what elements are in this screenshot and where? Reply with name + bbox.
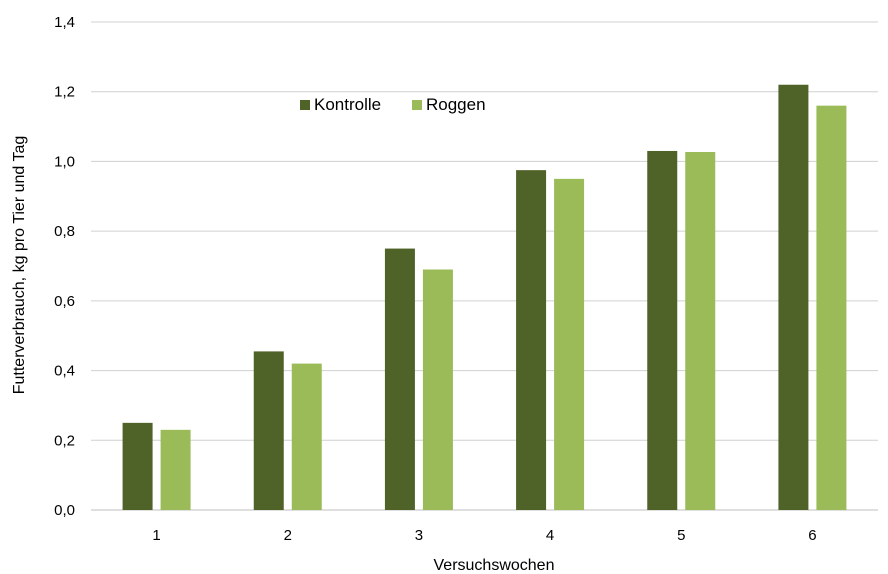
y-tick-label: 1,4 <box>54 14 75 31</box>
y-axis-tick-labels: 0,0 0,2 0,4 0,6 0,8 1,0 1,2 1,4 <box>54 14 75 519</box>
y-tick-label: 1,2 <box>54 84 75 101</box>
x-tick-label: 2 <box>284 527 292 544</box>
bar-roggen-week-4 <box>554 178 585 510</box>
x-tick-label: 3 <box>415 527 423 544</box>
y-tick-label: 0,2 <box>54 432 75 449</box>
y-tick-label: 0,0 <box>54 502 75 519</box>
bar-roggen-week-3 <box>422 269 453 510</box>
legend-label-kontrolle: Kontrolle <box>314 95 381 114</box>
legend-label-roggen: Roggen <box>426 95 486 114</box>
y-tick-label: 0,4 <box>54 363 75 380</box>
x-axis-title: Versuchswochen <box>434 557 555 574</box>
y-tick-label: 1,0 <box>54 153 75 170</box>
bar-kontrolle-week-5 <box>647 150 678 510</box>
bars <box>122 84 847 511</box>
bar-kontrolle-week-4 <box>516 170 547 510</box>
legend-swatch-roggen <box>412 100 422 110</box>
y-tick-label: 0,8 <box>54 223 75 240</box>
y-tick-label: 0,6 <box>54 293 75 310</box>
bar-roggen-week-2 <box>291 363 322 510</box>
bar-kontrolle-week-6 <box>778 84 809 510</box>
x-tick-label: 4 <box>546 527 554 544</box>
bar-kontrolle-week-3 <box>384 248 415 511</box>
bar-roggen-week-5 <box>685 152 716 510</box>
legend-swatch-kontrolle <box>300 100 310 110</box>
bar-kontrolle-week-2 <box>253 351 284 510</box>
bar-kontrolle-week-1 <box>122 422 153 510</box>
gridlines <box>91 21 878 511</box>
y-axis-title: Futterverbrauch, kg pro Tier und Tag <box>11 136 28 395</box>
x-tick-label: 5 <box>677 527 685 544</box>
legend: Kontrolle Roggen <box>300 95 486 114</box>
bar-roggen-week-1 <box>160 429 191 510</box>
x-tick-label: 6 <box>808 527 816 544</box>
x-axis-tick-labels: 1 2 3 4 5 6 <box>152 527 816 544</box>
bar-roggen-week-6 <box>816 105 847 511</box>
x-tick-label: 1 <box>152 527 160 544</box>
